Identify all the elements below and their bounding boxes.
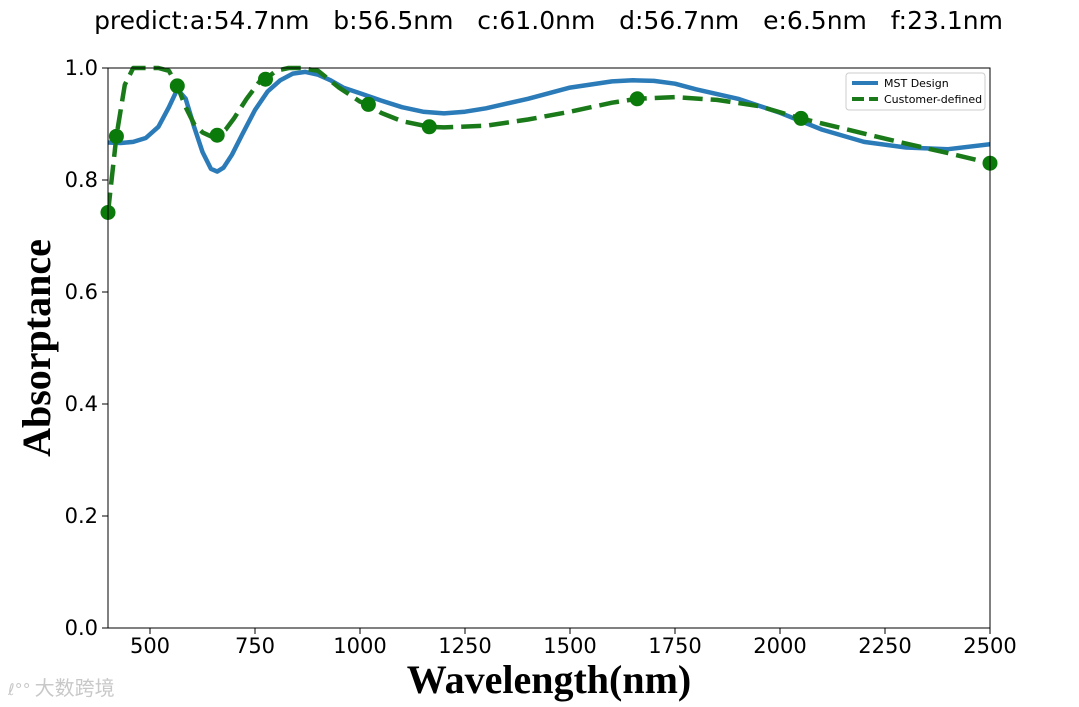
x-tick-label: 1000 [333,634,386,658]
data-point-marker [421,119,437,135]
axis-ticks: 500 750 1000 1250 1500 1750 2000 2250 2500 0.0 0.2… [65,56,1017,658]
legend-box [845,72,986,111]
legend: MST Design Customer-defined [845,72,986,111]
data-point-marker [169,78,185,94]
y-tick-label: 1.0 [65,56,98,80]
x-tick-label: 1750 [648,634,701,658]
x-tick-label: 750 [235,634,275,658]
legend-label-customer-defined: Customer-defined [884,93,982,106]
data-point-marker [629,91,645,107]
data-point-marker [360,96,376,112]
x-tick-label: 2500 [963,634,1016,658]
y-tick-label: 0.4 [65,392,98,416]
series-line-customer-defined [108,65,990,213]
legend-label-mst-design: MST Design [884,77,949,90]
data-point-marker [108,128,124,144]
watermark: ℓ°° 大数跨境 [8,672,115,701]
plot-frame [107,67,991,629]
watermark-text: 大数跨境 [34,676,115,700]
y-tick-label: 0.8 [65,168,98,192]
chart-title: predict:a:54.7nm b:56.5nm c:61.0nm d:56.… [94,6,1003,35]
x-tick-label: 2250 [858,634,911,658]
data-point-marker [209,127,225,143]
x-tick-label: 2000 [753,634,806,658]
x-axis-label: Wavelength(nm) [407,657,691,702]
x-tick-label: 500 [130,634,170,658]
data-point-marker [258,71,273,87]
y-axis-label: Absorptance [14,239,59,457]
series-lines [108,65,990,213]
data-point-marker [793,110,809,126]
y-tick-label: 0.0 [65,616,98,640]
y-tick-label: 0.6 [65,280,98,304]
x-tick-label: 1250 [438,634,491,658]
y-tick-label: 0.2 [65,504,98,528]
watermark-logo-icon: ℓ°° [8,680,31,699]
x-tick-label: 1500 [543,634,596,658]
